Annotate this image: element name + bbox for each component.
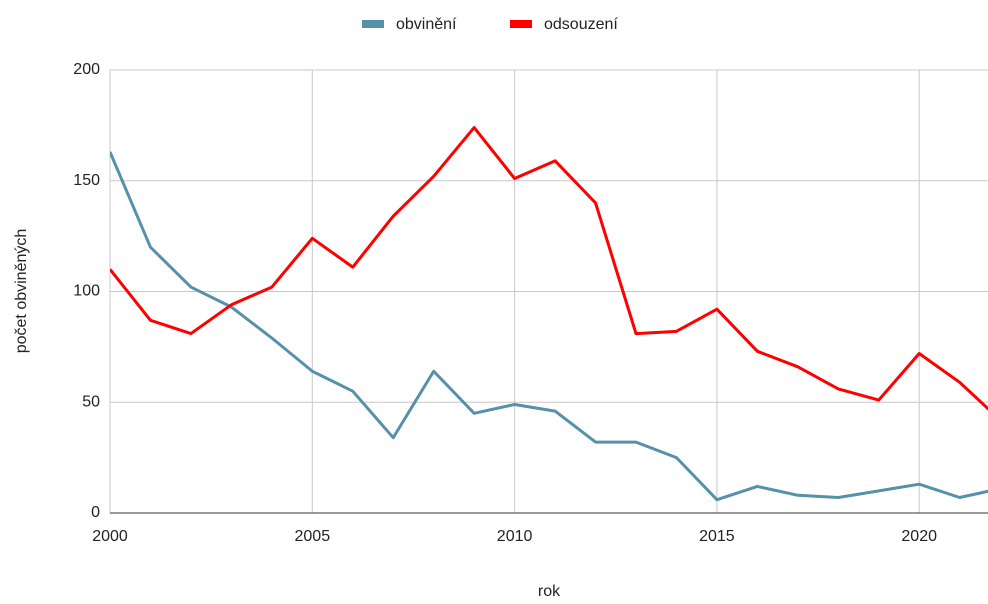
line [110,151,988,502]
legend-swatch [510,20,532,28]
legend-label: odsouzení [544,16,618,33]
y-tick-label: 50 [82,393,100,410]
y-tick-label: 100 [73,283,100,300]
y-tick-label: 0 [91,504,100,521]
line [110,126,988,411]
legend-label: obvinění [396,16,457,33]
y-tick-label: 150 [73,172,100,189]
y-tick-label: 200 [73,61,100,78]
x-tick-label: 2000 [92,528,128,545]
x-axis-label: rok [538,583,561,600]
y-axis-label: počet obviněných [13,229,30,354]
legend-swatch [362,20,384,28]
x-tick-label: 2010 [497,528,533,545]
x-tick-label: 2015 [699,528,735,545]
x-tick-label: 2020 [901,528,937,545]
x-tick-label: 2005 [295,528,331,545]
